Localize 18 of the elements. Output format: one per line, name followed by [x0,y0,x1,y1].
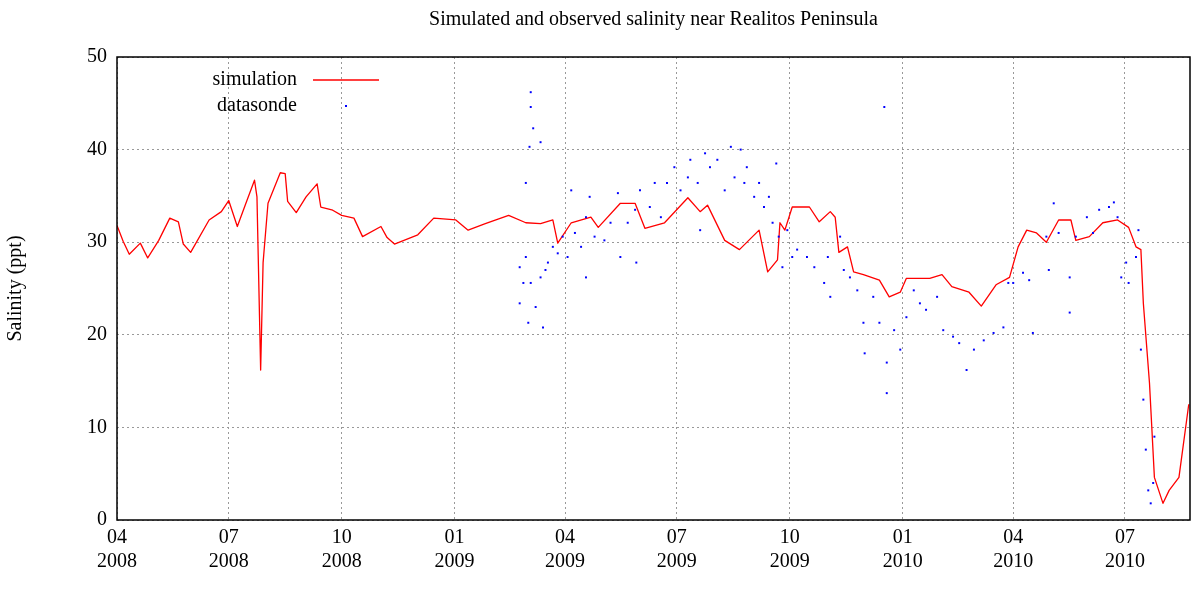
x-tick-label: 10 2008 [321,525,362,572]
y-tick-label: 40 [87,136,107,159]
y-tick-label: 50 [87,44,107,67]
x-tick-label: 04 2010 [993,525,1034,572]
x-tick-label: 07 2008 [208,525,249,572]
x-tick-label: 07 2010 [1104,525,1145,572]
x-tick-label: 04 2009 [545,525,586,572]
y-tick-label: 20 [87,322,107,345]
y-tick-label: 10 [87,414,107,437]
y-tick-label: 30 [87,229,107,252]
y-axis-title: Salinity (ppt) [3,235,27,342]
x-tick-label: 01 2009 [434,525,475,572]
x-tick-label: 10 2009 [769,525,810,572]
legend-label: datasonde [217,93,298,116]
chart-title: Simulated and observed salinity near Realitos Peninsula [429,7,879,31]
x-tick-label: 01 2010 [882,525,923,572]
legend-label: simulation [212,67,297,90]
x-tick-label: 07 2009 [656,525,697,572]
